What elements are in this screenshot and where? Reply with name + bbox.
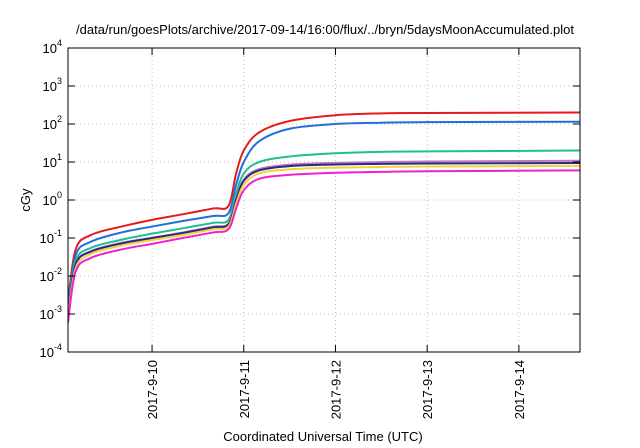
series-line-1 — [68, 111, 580, 304]
y-tick-base: 10 — [43, 41, 57, 56]
y-axis-label: cGy — [18, 188, 33, 212]
x-tick-labels: 2017-9-10 2017-9-11 2017-9-12 2017-9-13 2017… — [145, 360, 527, 419]
series-line-4 — [68, 159, 580, 315]
y-tick-label: 101 — [43, 152, 62, 170]
x-axis-label: Coordinated Universal Time (UTC) — [223, 429, 422, 444]
y-tick-label: 10-2 — [40, 266, 62, 284]
series-layer — [68, 111, 580, 324]
y-tick-exponent: -4 — [54, 342, 62, 352]
x-tick-label: 2017-9-12 — [328, 360, 343, 419]
y-tick-label: 10-3 — [40, 304, 62, 322]
y-tick-exponent: 4 — [57, 38, 62, 48]
y-tick-label: 10-4 — [40, 342, 62, 360]
chart-title: /data/run/goesPlots/archive/2017-09-14/1… — [76, 22, 574, 37]
y-tick-exponent: 0 — [57, 190, 62, 200]
x-tick-label: 2017-9-14 — [512, 360, 527, 419]
y-tick-label: 103 — [43, 76, 62, 94]
y-tick-base: 10 — [43, 155, 57, 170]
y-tick-base: 10 — [43, 79, 57, 94]
y-tick-label: 10-1 — [40, 228, 62, 246]
y-tick-exponent: -2 — [54, 266, 62, 276]
series-line-3 — [68, 149, 580, 312]
y-tick-exponent: 2 — [57, 114, 62, 124]
y-tick-base: 10 — [40, 269, 54, 284]
series-line-5 — [68, 162, 580, 315]
y-tick-exponent: -1 — [54, 228, 62, 238]
y-tick-label: 104 — [43, 38, 62, 56]
x-tick-label: 2017-9-10 — [145, 360, 160, 419]
y-tick-base: 10 — [43, 117, 57, 132]
y-tick-exponent: 1 — [57, 152, 62, 162]
series-line-6 — [68, 164, 580, 319]
x-tick-label: 2017-9-11 — [237, 360, 252, 418]
series-line-7 — [68, 169, 580, 324]
grid — [68, 48, 580, 352]
y-tick-label: 100 — [43, 190, 62, 208]
y-tick-label: 102 — [43, 114, 62, 132]
x-tick-label: 2017-9-13 — [420, 360, 435, 419]
y-tick-exponent: 3 — [57, 76, 62, 86]
y-tick-exponent: -3 — [54, 304, 62, 314]
y-tick-base: 10 — [40, 307, 54, 322]
series-line-2 — [68, 120, 580, 309]
plot-frame — [67, 47, 581, 353]
y-tick-base: 10 — [43, 193, 57, 208]
y-tick-base: 10 — [40, 231, 54, 246]
y-tick-base: 10 — [40, 345, 54, 360]
